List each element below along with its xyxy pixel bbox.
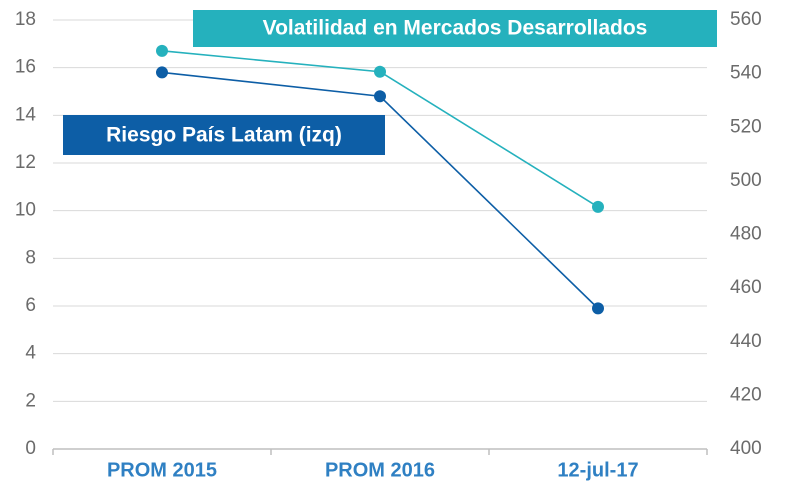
data-point bbox=[374, 90, 386, 103]
y2-tick-label: 400 bbox=[730, 438, 762, 459]
y2-tick-label: 540 bbox=[730, 63, 762, 84]
y-tick-label: 16 bbox=[15, 57, 36, 78]
x-tick-label: 12-jul-17 bbox=[557, 459, 638, 481]
y-tick-label: 4 bbox=[25, 343, 36, 364]
data-point bbox=[374, 65, 386, 78]
legend-label: Volatilidad en Mercados Desarrollados bbox=[263, 17, 648, 40]
legend-box bbox=[63, 115, 385, 155]
legend-label: Riesgo País Latam (izq) bbox=[106, 124, 342, 147]
data-point bbox=[592, 200, 604, 213]
y-tick-label: 14 bbox=[15, 104, 37, 125]
y-tick-label: 10 bbox=[15, 200, 36, 221]
y-tick-label: 12 bbox=[15, 152, 36, 173]
y-tick-label: 8 bbox=[25, 247, 36, 268]
y2-tick-label: 560 bbox=[730, 9, 762, 30]
legend-box bbox=[193, 10, 717, 47]
y2-tick-label: 460 bbox=[730, 277, 762, 298]
y-tick-label: 0 bbox=[25, 438, 36, 459]
y-tick-label: 2 bbox=[25, 390, 36, 411]
y2-tick-label: 440 bbox=[730, 331, 762, 352]
y2-tick-label: 420 bbox=[730, 384, 762, 405]
y2-tick-label: 500 bbox=[730, 170, 762, 191]
y-tick-label: 18 bbox=[15, 9, 36, 30]
data-point bbox=[592, 302, 604, 315]
data-point bbox=[156, 44, 168, 57]
data-point bbox=[156, 66, 168, 79]
x-tick-label: PROM 2016 bbox=[325, 459, 435, 481]
y2-tick-label: 520 bbox=[730, 116, 762, 137]
y2-tick-label: 480 bbox=[730, 224, 762, 245]
y-tick-label: 6 bbox=[25, 295, 36, 316]
x-tick-label: PROM 2015 bbox=[107, 459, 217, 481]
series-line bbox=[161, 71, 599, 309]
